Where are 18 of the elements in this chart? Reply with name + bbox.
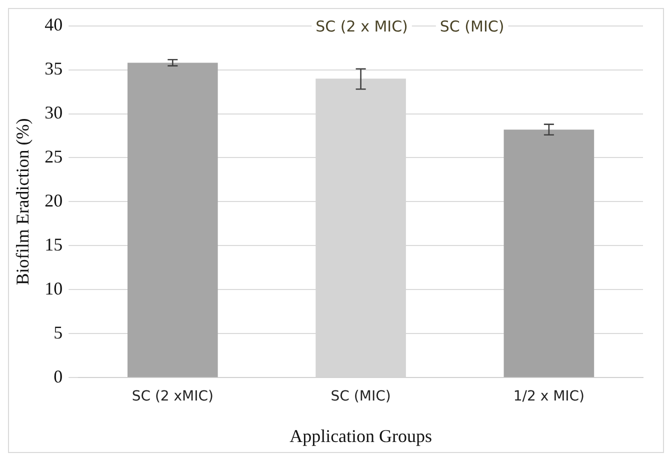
y-tick-label: 35 [44,58,63,79]
x-axis-title: Application Groups [290,426,432,446]
y-tick-label: 0 [54,366,63,386]
y-tick-label: 25 [44,146,63,166]
x-tick-label: 1/2 x MIC) [513,388,585,405]
x-tick-label: SC (MIC) [330,388,391,405]
y-tick-label: 10 [44,278,63,298]
y-tick-label: 15 [44,234,63,254]
annotation: SC (2 x MIC) [316,18,408,36]
bar [504,130,594,378]
y-tick-label: 20 [44,190,63,210]
bar [128,62,218,378]
y-tick-label: 40 [44,14,63,35]
x-tick-label: SC (2 xMIC) [132,388,214,405]
y-tick-label: 30 [44,102,63,122]
y-axis-title: Biofilm Eradiction (%) [12,118,33,286]
annotation: SC (MIC) [440,18,504,36]
y-tick-label: 5 [54,322,63,342]
